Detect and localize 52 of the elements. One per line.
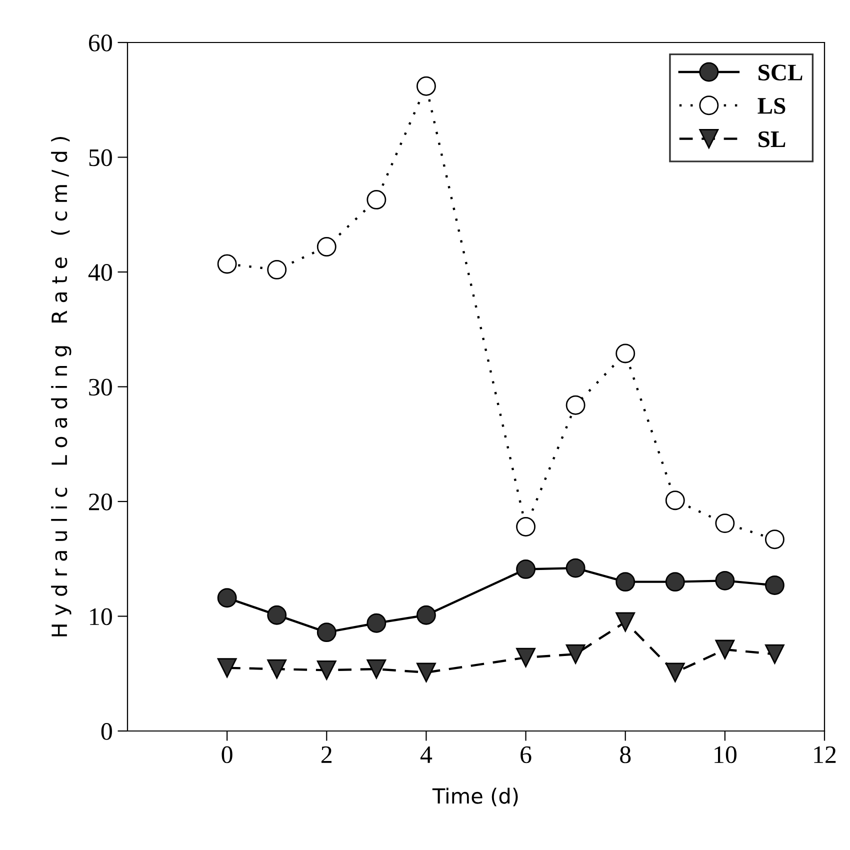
point — [416, 76, 436, 96]
y-tick-label: 40 — [88, 264, 112, 281]
point — [316, 660, 336, 680]
point — [416, 605, 436, 625]
point — [316, 622, 336, 642]
y-tick-label: 30 — [89, 378, 112, 396]
point — [715, 570, 735, 590]
point — [566, 644, 586, 664]
x-axis-title: Time (d) — [432, 788, 518, 806]
point — [366, 190, 386, 210]
point — [665, 490, 685, 510]
point — [516, 559, 536, 579]
point — [316, 237, 336, 256]
point — [566, 395, 586, 415]
point — [217, 658, 237, 678]
x-tick-label: 6 — [520, 746, 532, 764]
point — [366, 613, 386, 633]
point — [715, 640, 735, 660]
x-tick-label: 0 — [222, 746, 232, 764]
point — [416, 662, 436, 682]
y-tick-label: 0 — [101, 723, 112, 740]
point — [366, 659, 386, 679]
y-tick-label: 10 — [90, 608, 112, 626]
legend-label: LS — [758, 98, 786, 114]
point — [665, 662, 685, 682]
point — [267, 605, 287, 625]
point — [764, 530, 784, 550]
point — [616, 572, 636, 592]
legend-label: SCL — [758, 64, 802, 81]
point — [764, 644, 784, 664]
x-tick-label: 12 — [814, 746, 836, 763]
point — [616, 612, 636, 632]
point — [715, 514, 735, 534]
x-tick-label: 10 — [714, 746, 736, 764]
point — [764, 576, 784, 595]
x-tick-label: 2 — [321, 746, 332, 763]
x-tick-label: 8 — [620, 746, 631, 764]
point — [566, 558, 586, 578]
point — [516, 648, 536, 668]
point — [217, 254, 237, 274]
y-tick-label: 60 — [88, 34, 112, 52]
legend-label: SL — [758, 131, 786, 148]
point — [217, 588, 237, 608]
y-tick-label: 50 — [89, 149, 112, 166]
y-axis-title: H y d r a u l i c L o a d i n g R a t e ( c m / d ) — [51, 136, 72, 636]
point — [516, 517, 536, 536]
point — [616, 344, 636, 364]
point — [267, 659, 287, 679]
point — [267, 260, 287, 280]
point — [665, 572, 685, 592]
y-tick-label: 20 — [89, 494, 112, 510]
x-tick-label: 4 — [420, 746, 432, 763]
